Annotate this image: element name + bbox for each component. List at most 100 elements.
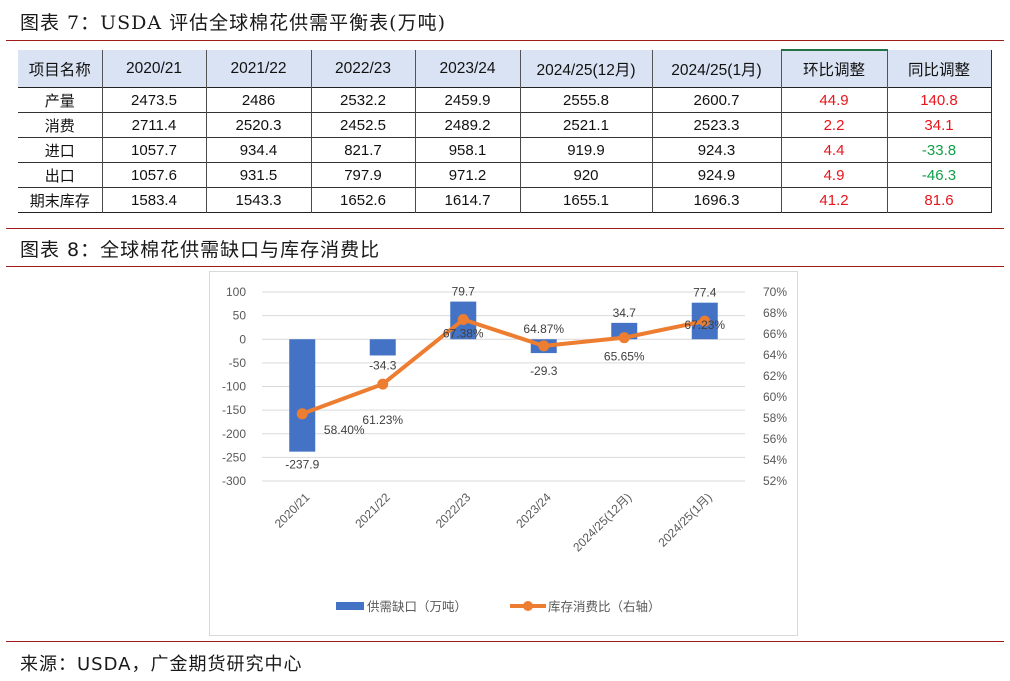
col-header: 2021/22 xyxy=(205,50,311,88)
right-axis-tick: 60% xyxy=(763,390,787,404)
legend-line-marker xyxy=(523,601,533,611)
left-axis-tick: -200 xyxy=(222,427,246,441)
table-cell: 797.9 xyxy=(310,162,415,188)
yoy-cell: 140.8 xyxy=(886,87,992,113)
bar-value-label: 34.7 xyxy=(613,306,637,320)
yoy-cell: -33.8 xyxy=(886,137,992,163)
left-axis-tick: -150 xyxy=(222,403,246,417)
table-cell: 1655.1 xyxy=(519,187,652,213)
category-label: 2024/25(1月) xyxy=(655,490,714,549)
line-value-label: 64.87% xyxy=(523,322,564,336)
mom-cell: 41.2 xyxy=(780,187,887,213)
left-axis-tick: -250 xyxy=(222,450,246,464)
table-cell: 1614.7 xyxy=(414,187,520,213)
table-cell: 1652.6 xyxy=(310,187,415,213)
line-marker xyxy=(296,408,308,420)
source-note: 来源：USDA，广金期货研究中心 xyxy=(20,654,303,675)
right-axis-tick: 68% xyxy=(763,306,787,320)
table-cell: 1057.6 xyxy=(101,162,206,188)
table-cell: 2473.5 xyxy=(101,87,206,113)
right-axis-tick: 64% xyxy=(763,348,787,362)
table-cell: 2523.3 xyxy=(651,112,781,138)
line-marker xyxy=(699,315,711,327)
right-axis-tick: 56% xyxy=(763,432,787,446)
bar-value-label: -29.3 xyxy=(530,364,558,378)
bar-value-label: -237.9 xyxy=(285,458,319,472)
mom-cell: 4.9 xyxy=(780,162,887,188)
yoy-cell: 34.1 xyxy=(886,112,992,138)
col-header-yoy: 同比调整 xyxy=(886,50,992,88)
table-row: 出口 1057.6 931.5 797.9 971.2 920 924.9 4.9 -46.3 xyxy=(18,162,992,188)
line-marker xyxy=(457,314,469,326)
table-cell: 2452.5 xyxy=(310,112,415,138)
table-cell: 1696.3 xyxy=(651,187,781,213)
table-cell: 919.9 xyxy=(519,137,652,163)
table-cell: 2600.7 xyxy=(651,87,781,113)
left-axis-tick: -50 xyxy=(229,356,247,370)
right-axis-tick: 54% xyxy=(763,453,787,467)
col-header: 2022/23 xyxy=(310,50,415,88)
left-axis-tick: -300 xyxy=(222,474,246,488)
row-label: 出口 xyxy=(44,167,75,185)
table-cell: 821.7 xyxy=(310,137,415,163)
left-axis-tick: 50 xyxy=(233,309,247,323)
row-label: 期末库存 xyxy=(29,192,90,210)
table-cell: 924.9 xyxy=(651,162,781,188)
yoy-cell: -46.3 xyxy=(886,162,992,188)
line-marker xyxy=(618,332,630,344)
line-value-label: 67.38% xyxy=(443,327,484,341)
line-value-label: 61.23% xyxy=(362,413,403,427)
table-cell: 2520.3 xyxy=(205,112,311,138)
table-header-row: 项目名称 2020/21 2021/22 2022/23 2023/24 202… xyxy=(18,49,992,88)
table-cell: 2521.1 xyxy=(519,112,652,138)
yoy-cell: 81.6 xyxy=(886,187,992,213)
line-value-label: 65.65% xyxy=(604,350,645,364)
table-cell: 920 xyxy=(519,162,652,188)
right-axis-tick: 58% xyxy=(763,411,787,425)
divider xyxy=(6,641,1004,642)
bar-value-label: 77.4 xyxy=(693,286,717,300)
figure8-title: 图表 8：全球棉花供需缺口与库存消费比 xyxy=(20,239,381,261)
table-row: 期末库存 1583.4 1543.3 1652.6 1614.7 1655.1 1696.3… xyxy=(18,187,992,213)
table-cell: 931.5 xyxy=(205,162,311,188)
mom-cell: 4.4 xyxy=(780,137,887,163)
table-cell: 2711.4 xyxy=(101,112,206,138)
row-label: 消费 xyxy=(44,117,75,135)
bar xyxy=(289,339,316,452)
bar xyxy=(369,339,396,356)
table-cell: 2555.8 xyxy=(519,87,652,113)
table-cell: 1583.4 xyxy=(101,187,206,213)
right-axis-tick: 52% xyxy=(763,474,787,488)
table-cell: 958.1 xyxy=(414,137,520,163)
row-label: 产量 xyxy=(44,92,75,110)
supply-demand-table: 项目名称 2020/21 2021/22 2022/23 2023/24 202… xyxy=(18,49,992,213)
ratio-line xyxy=(301,317,706,416)
line-marker xyxy=(538,340,550,352)
row-label: 进口 xyxy=(44,142,75,160)
legend-bar-label: 供需缺口（万吨） xyxy=(367,599,467,614)
line-value-label: 58.40% xyxy=(324,423,365,437)
right-axis-tick: 66% xyxy=(763,327,787,341)
table-row: 进口 1057.7 934.4 821.7 958.1 919.9 924.3 4.4 -33.… xyxy=(18,137,992,163)
table-cell: 2486 xyxy=(205,87,311,113)
divider xyxy=(6,40,1004,41)
table-row: 消费 2711.4 2520.3 2452.5 2489.2 2521.1 2523.3 2.… xyxy=(18,112,992,138)
table-cell: 2489.2 xyxy=(414,112,520,138)
table-cell: 2532.2 xyxy=(310,87,415,113)
line-marker xyxy=(377,378,389,390)
col-header-mom: 环比调整 xyxy=(780,49,887,88)
table-cell: 924.3 xyxy=(651,137,781,163)
category-label: 2021/22 xyxy=(352,490,393,531)
table-row: 产量 2473.5 2486 2532.2 2459.9 2555.8 2600.7 44.9… xyxy=(18,87,992,113)
category-label: 2022/23 xyxy=(433,490,474,531)
col-header: 2024/25(1月) xyxy=(651,50,781,88)
line-value-label: 67.23% xyxy=(684,318,725,332)
divider xyxy=(6,266,1004,267)
table-cell: 934.4 xyxy=(205,137,311,163)
mom-cell: 44.9 xyxy=(780,87,887,113)
divider xyxy=(6,228,1004,229)
left-axis-tick: -100 xyxy=(222,380,246,394)
bar-value-label: -34.3 xyxy=(369,358,397,372)
right-axis-tick: 62% xyxy=(763,369,787,383)
right-axis-tick: 70% xyxy=(763,285,787,299)
